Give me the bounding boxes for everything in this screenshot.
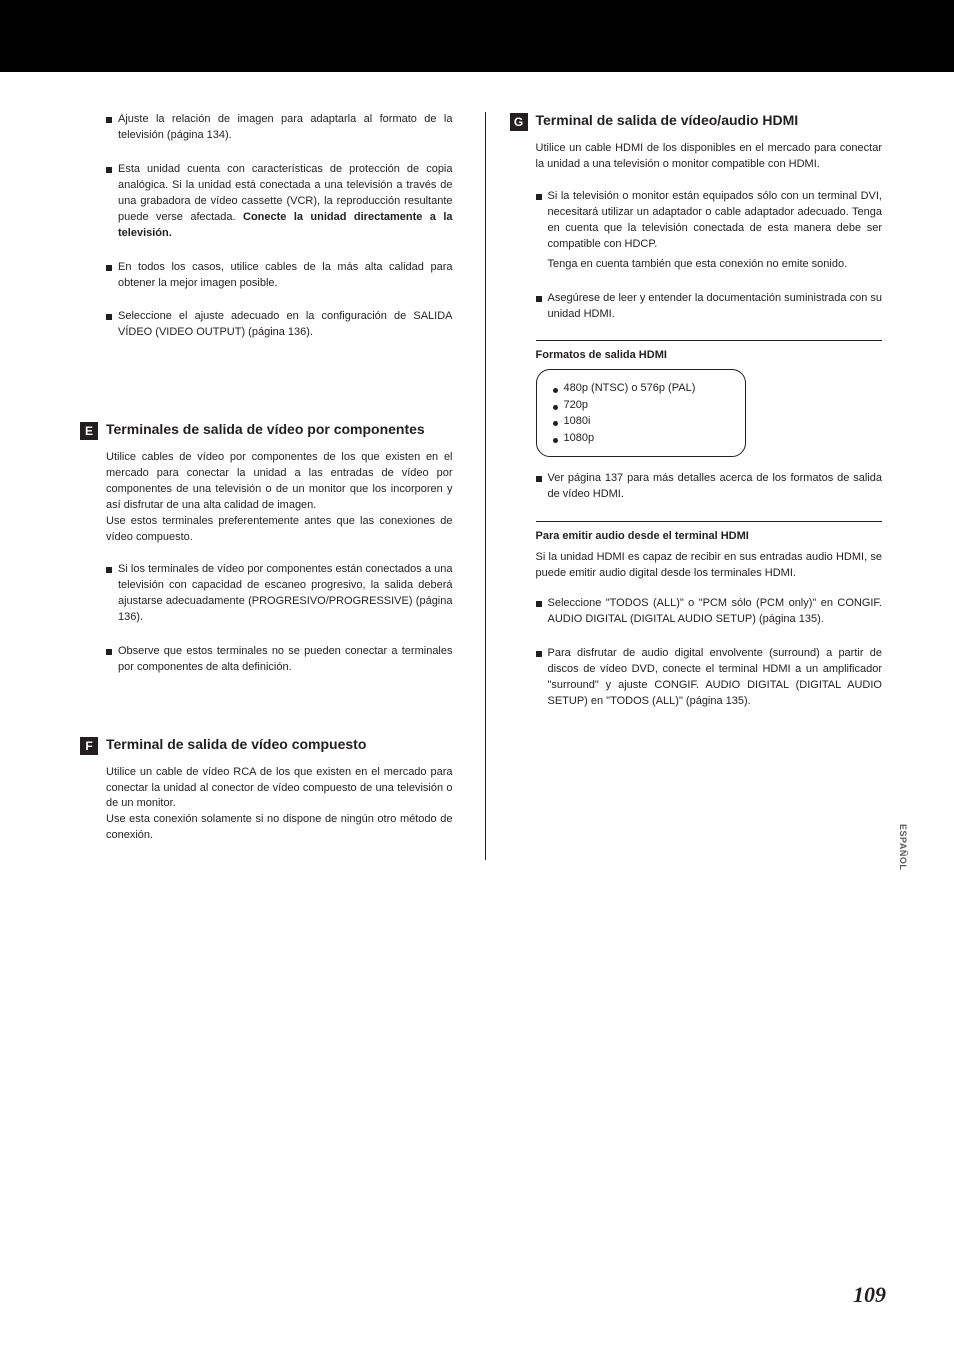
bullet-text: Seleccione "TODOS (ALL)" o "PCM sólo (PC… (548, 596, 883, 628)
section-g-title: Terminal de salida de vídeo/audio HDMI (536, 112, 799, 130)
bullet-icon (106, 314, 112, 320)
formats-box: 480p (NTSC) o 576p (PAL) 720p 1080i 1080… (536, 369, 746, 457)
bullet-icon (553, 421, 558, 426)
section-g-bullets: Si la televisión o monitor están equipad… (536, 189, 883, 323)
bullet-text: Asegúrese de leer y entender la document… (548, 291, 883, 323)
bullet-icon (553, 405, 558, 410)
format-row: 720p (553, 397, 729, 414)
audio-head: Para emitir audio desde el terminal HDMI (536, 530, 883, 542)
section-letter-e: E (80, 422, 98, 440)
bullet-item: Seleccione el ajuste adecuado en la conf… (106, 309, 453, 341)
divider (536, 340, 883, 341)
bullet-item: Asegúrese de leer y entender la document… (536, 291, 883, 323)
audio-body: Si la unidad HDMI es capaz de recibir en… (536, 550, 883, 582)
bullet-text: Seleccione el ajuste adecuado en la conf… (118, 309, 453, 341)
right-column: G Terminal de salida de vídeo/audio HDMI… (485, 112, 883, 860)
bullet-item: Esta unidad cuenta con características d… (106, 162, 453, 242)
section-f-body: Utilice un cable de vídeo RCA de los que… (106, 765, 453, 845)
bullet-item: Observe que estos terminales no se puede… (106, 644, 453, 676)
audio-bullets: Seleccione "TODOS (ALL)" o "PCM sólo (PC… (536, 596, 883, 710)
bullet-text: En todos los casos, utilice cables de la… (118, 260, 453, 292)
bullet-icon (106, 117, 112, 123)
section-f-head: F Terminal de salida de vídeo compuesto (80, 736, 453, 755)
bullet-item: Si la televisión o monitor están equipad… (536, 189, 883, 253)
bullet-text: Si los terminales de vídeo por component… (118, 562, 453, 626)
format-row: 1080i (553, 413, 729, 430)
bullet-icon (536, 476, 542, 482)
section-g-body: Utilice un cable HDMI de los disponibles… (536, 141, 883, 173)
section-letter-f: F (80, 737, 98, 755)
bullet-icon (553, 438, 558, 443)
bullet-icon (553, 388, 558, 393)
bullet-text: Ver página 137 para más detalles acerca … (548, 471, 883, 503)
formats-head: Formatos de salida HDMI (536, 349, 883, 361)
section-e-body: Utilice cables de vídeo por componentes … (106, 450, 453, 546)
content-columns: Ajuste la relación de imagen para adapta… (0, 72, 954, 860)
bullet-icon (536, 296, 542, 302)
format-label: 1080i (564, 413, 591, 430)
bullet-item: Ver página 137 para más detalles acerca … (536, 471, 883, 503)
formats-note-group: Ver página 137 para más detalles acerca … (536, 471, 883, 503)
bullet-text: Para disfrutar de audio digital envolven… (548, 646, 883, 710)
bullet-item: Ajuste la relación de imagen para adapta… (106, 112, 453, 144)
bullet-icon (536, 601, 542, 607)
bullet-text: Observe que estos terminales no se puede… (118, 644, 453, 676)
format-label: 480p (NTSC) o 576p (PAL) (564, 380, 696, 397)
format-row: 480p (NTSC) o 576p (PAL) (553, 380, 729, 397)
bullet-text: Ajuste la relación de imagen para adapta… (118, 112, 453, 144)
page-number: 109 (853, 1282, 886, 1308)
intro-bullet-group: Ajuste la relación de imagen para adapta… (106, 112, 453, 341)
format-label: 720p (564, 397, 588, 414)
section-e-head: E Terminales de salida de vídeo por comp… (80, 421, 453, 440)
header-black-bar (0, 0, 954, 72)
bullet-text: Si la televisión o monitor están equipad… (548, 189, 883, 253)
bullet-icon (106, 649, 112, 655)
bullet-item: Para disfrutar de audio digital envolven… (536, 646, 883, 710)
language-tab: ESPAÑOL (898, 824, 908, 870)
bullet-icon (536, 651, 542, 657)
bullet-icon (536, 194, 542, 200)
bullet-icon (106, 265, 112, 271)
left-column: Ajuste la relación de imagen para adapta… (80, 112, 453, 860)
bullet-icon (106, 167, 112, 173)
section-f-title: Terminal de salida de vídeo compuesto (106, 736, 366, 754)
section-e-title: Terminales de salida de vídeo por compon… (106, 421, 425, 439)
bullet-item: En todos los casos, utilice cables de la… (106, 260, 453, 292)
section-g-head: G Terminal de salida de vídeo/audio HDMI (510, 112, 883, 131)
format-row: 1080p (553, 430, 729, 447)
bullet-item: Seleccione "TODOS (ALL)" o "PCM sólo (PC… (536, 596, 883, 628)
format-label: 1080p (564, 430, 595, 447)
bullet-text: Esta unidad cuenta con características d… (118, 162, 453, 242)
divider (536, 521, 883, 522)
section-letter-g: G (510, 113, 528, 131)
bullet-item: Si los terminales de vídeo por component… (106, 562, 453, 626)
section-e-bullets: Si los terminales de vídeo por component… (106, 562, 453, 676)
bullet-after: Tenga en cuenta también que esta conexió… (548, 257, 883, 273)
bullet-icon (106, 567, 112, 573)
